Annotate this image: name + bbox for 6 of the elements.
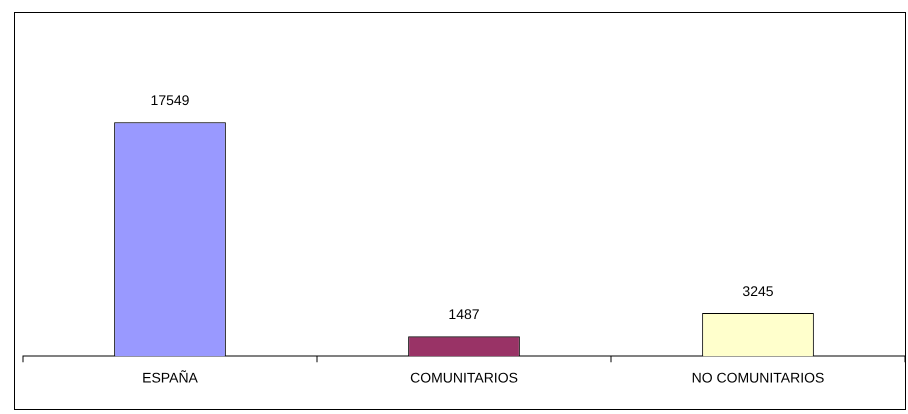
data-label: 17549 xyxy=(150,92,190,108)
x-tick-label: COMUNITARIOS xyxy=(410,369,518,386)
data-label: 1487 xyxy=(448,306,480,322)
x-tick-label: ESPAÑA xyxy=(142,369,199,386)
data-label: 3245 xyxy=(742,282,774,299)
x-tick-label: NO COMUNITARIOS xyxy=(692,369,824,386)
